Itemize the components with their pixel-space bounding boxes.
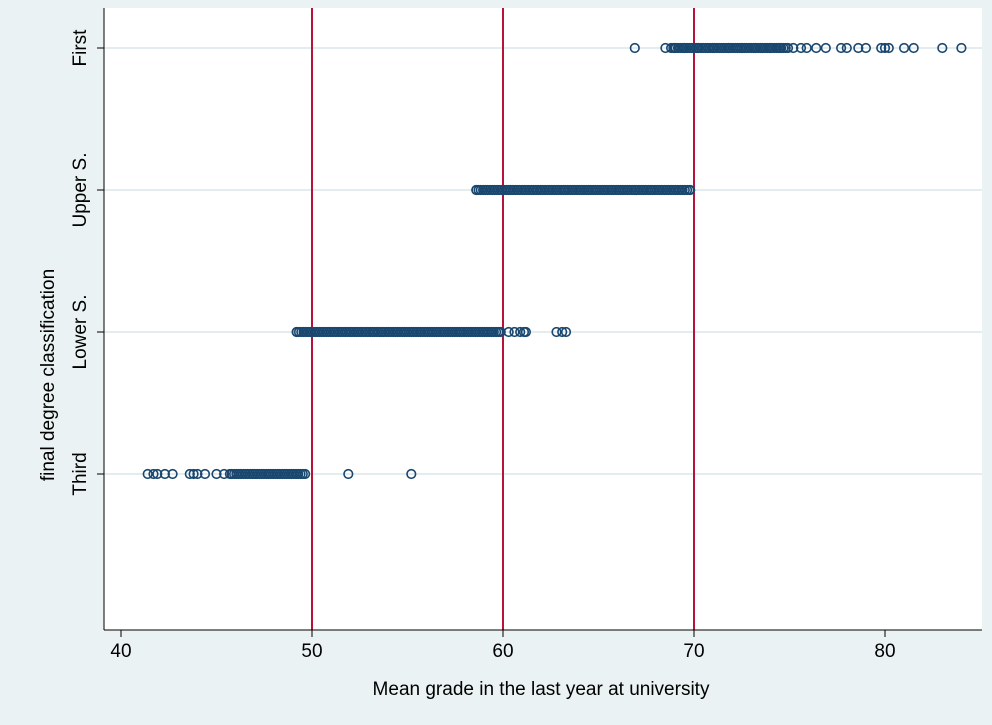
data-point	[765, 42, 776, 54]
data-point	[937, 42, 948, 54]
data-point	[956, 42, 967, 54]
y-tick-label: Lower S.	[70, 295, 91, 370]
data-point	[685, 184, 696, 196]
data-point	[853, 42, 864, 54]
data-point	[898, 42, 910, 54]
data-point	[669, 42, 681, 54]
data-point	[343, 468, 354, 480]
data-point	[159, 468, 170, 480]
y-tick-label: Third	[70, 452, 91, 495]
data-point	[551, 326, 562, 338]
data-point	[152, 468, 163, 480]
data-points	[142, 42, 967, 480]
data-point	[211, 468, 222, 480]
data-point	[300, 468, 311, 480]
data-point	[188, 468, 199, 480]
data-point	[883, 42, 894, 54]
data-point	[860, 42, 872, 54]
y-axis-title: final degree classification	[38, 269, 59, 481]
x-tick-label: 40	[110, 641, 131, 662]
data-point	[801, 42, 812, 54]
data-point	[774, 42, 786, 54]
data-point	[515, 326, 526, 338]
y-tick-label: First	[70, 29, 91, 67]
data-point	[219, 468, 230, 480]
data-point	[723, 42, 734, 54]
y-tick-label: Upper S.	[70, 153, 91, 228]
data-point	[908, 42, 919, 54]
x-ticks: 40 50 60 70 80	[110, 630, 896, 662]
data-point	[879, 42, 891, 54]
data-point	[199, 468, 211, 480]
data-point	[167, 468, 178, 480]
data-point	[811, 42, 822, 54]
data-point	[509, 326, 520, 338]
data-point	[291, 326, 302, 338]
y-ticks: Third Lower S. Upper S. First	[70, 29, 104, 496]
data-point	[503, 326, 514, 338]
axes	[103, 8, 982, 631]
data-point	[224, 468, 235, 480]
data-point	[142, 468, 153, 480]
x-tick-label: 50	[301, 641, 322, 662]
data-point	[692, 42, 703, 54]
data-point	[820, 42, 831, 54]
data-point	[557, 326, 568, 338]
data-point	[876, 42, 887, 54]
data-point	[795, 42, 807, 54]
data-point	[660, 42, 671, 54]
data-point	[707, 42, 719, 54]
x-axis-title: Mean grade in the last year at universit…	[373, 679, 710, 700]
x-tick-label: 70	[683, 641, 704, 662]
data-point	[788, 42, 799, 54]
data-point	[560, 326, 572, 338]
x-tick-label: 80	[874, 641, 895, 662]
x-tick-label: 60	[492, 641, 513, 662]
plot-area	[104, 8, 982, 630]
data-point	[192, 468, 203, 480]
data-point	[406, 468, 417, 480]
reference-lines	[311, 8, 695, 630]
data-point	[471, 184, 482, 196]
data-point	[679, 42, 690, 54]
data-point	[749, 42, 761, 54]
data-point	[736, 42, 747, 54]
data-point	[520, 326, 532, 338]
data-point	[184, 468, 195, 480]
data-point	[835, 42, 847, 54]
data-point	[148, 468, 159, 480]
data-point	[629, 42, 640, 54]
data-point	[841, 42, 852, 54]
